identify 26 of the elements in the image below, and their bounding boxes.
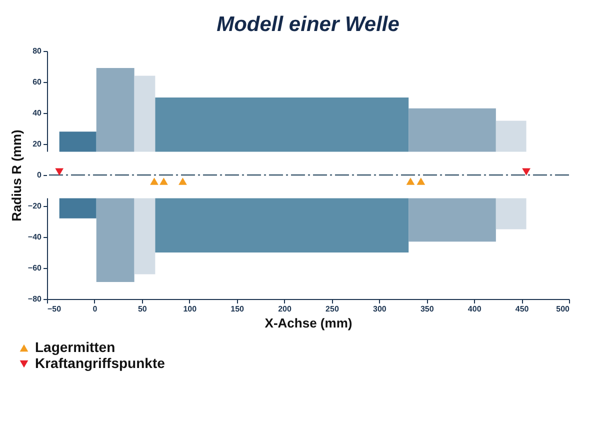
y-tick-label: 40: [32, 108, 42, 118]
y-tick-label: 60: [32, 78, 42, 86]
x-tick-label: 300: [373, 304, 387, 314]
y-tick-label: 20: [32, 140, 42, 148]
legend-label: Lagermitten: [35, 339, 116, 355]
y-tick-label: −40: [28, 232, 42, 242]
x-tick-label: 250: [326, 304, 340, 314]
y-tick-label: −80: [28, 294, 42, 304]
x-tick-label: 450: [515, 304, 530, 314]
y-tick-label: 80: [32, 46, 42, 56]
x-tick-label: 200: [278, 304, 292, 314]
y-tick-label: −60: [28, 264, 42, 272]
x-tick-label: 100: [183, 304, 198, 314]
x-tick-label: 350: [420, 304, 434, 314]
x-tick-label: −50: [48, 304, 62, 314]
y-tick-label: −20: [28, 202, 42, 210]
x-tick-label: 150: [230, 304, 245, 314]
x-tick-label: 0: [92, 304, 98, 314]
legend-label: Kraftangriffspunkte: [35, 355, 166, 371]
x-axis-title: X-Achse (mm): [264, 316, 352, 330]
x-tick-label: 50: [138, 304, 148, 314]
x-tick-label: 400: [468, 304, 482, 314]
chart-title: Modell einer Welle: [216, 13, 400, 36]
y-tick-label: 0: [37, 170, 42, 180]
y-axis-title: Radius R (mm): [8, 130, 24, 222]
x-tick-label: 500: [556, 304, 570, 314]
